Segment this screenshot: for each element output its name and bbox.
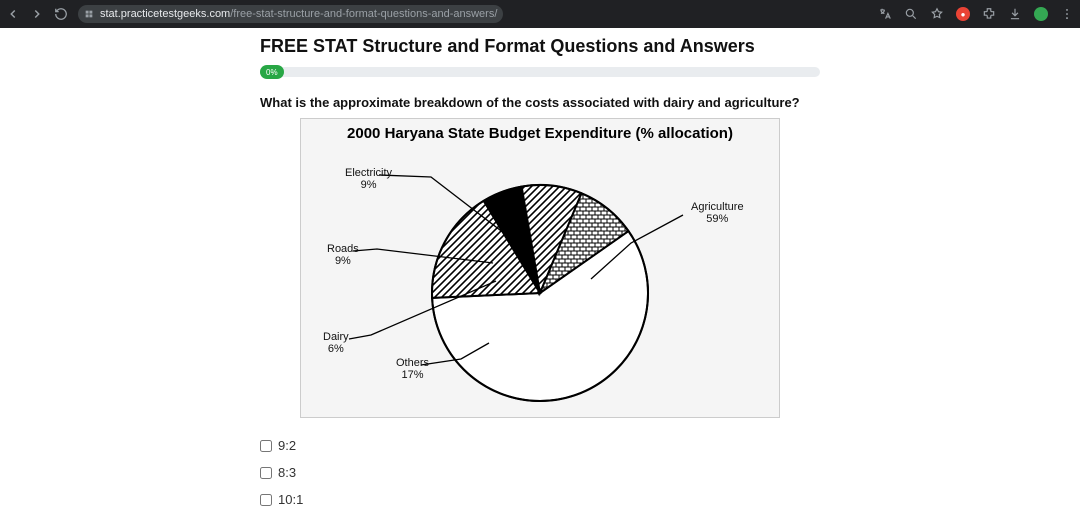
address-bar[interactable]: stat.practicetestgeeks.com/free-stat-str… — [78, 5, 503, 23]
site-info-icon — [84, 9, 94, 19]
translate-icon[interactable] — [878, 7, 892, 21]
url-host: stat.practicetestgeeks.com — [100, 8, 230, 20]
slice-label-agriculture: Agriculture59% — [691, 201, 744, 225]
content-column: FREE STAT Structure and Format Questions… — [260, 28, 820, 508]
extensions-icon[interactable] — [982, 7, 996, 21]
menu-dots-icon[interactable] — [1060, 7, 1074, 21]
answer-label: 8:3 — [278, 465, 296, 480]
answer-option[interactable]: 10:1 — [260, 486, 820, 508]
url-path: /free-stat-structure-and-format-question… — [230, 8, 497, 20]
browser-bar: stat.practicetestgeeks.com/free-stat-str… — [0, 0, 1080, 28]
zoom-icon[interactable] — [904, 7, 918, 21]
url-text: stat.practicetestgeeks.com/free-stat-str… — [100, 8, 497, 20]
answer-checkbox[interactable] — [260, 440, 272, 452]
answer-label: 10:1 — [278, 492, 303, 507]
slice-label-dairy: Dairy6% — [323, 331, 349, 355]
page-viewport[interactable]: FREE STAT Structure and Format Questions… — [0, 28, 1080, 508]
page-title: FREE STAT Structure and Format Questions… — [260, 36, 820, 57]
toolbar-right: ● — [878, 7, 1074, 21]
answer-checkbox[interactable] — [260, 494, 272, 506]
pie-chart — [430, 183, 650, 408]
answer-label: 9:2 — [278, 438, 296, 453]
chart-title: 2000 Haryana State Budget Expenditure (%… — [301, 119, 779, 145]
nav-cluster: stat.practicetestgeeks.com/free-stat-str… — [6, 5, 503, 23]
progress-pill: 0% — [260, 65, 284, 79]
back-button[interactable] — [6, 7, 20, 21]
progress-bar: 0% — [260, 67, 820, 77]
answer-list: 9:28:310:170:1 — [260, 432, 820, 508]
answer-option[interactable]: 9:2 — [260, 432, 820, 459]
slice-label-roads: Roads9% — [327, 243, 359, 267]
bookmark-star-icon[interactable] — [930, 7, 944, 21]
reload-button[interactable] — [54, 7, 68, 21]
slice-label-electricity: Electricity9% — [345, 167, 392, 191]
answer-checkbox[interactable] — [260, 467, 272, 479]
chart-container: 2000 Haryana State Budget Expenditure (%… — [300, 118, 780, 418]
download-icon[interactable] — [1008, 7, 1022, 21]
slice-label-others: Others17% — [396, 357, 429, 381]
question-text: What is the approximate breakdown of the… — [260, 95, 820, 110]
profile-avatar[interactable] — [1034, 7, 1048, 21]
extension-badge-1[interactable]: ● — [956, 7, 970, 21]
answer-option[interactable]: 8:3 — [260, 459, 820, 486]
forward-button[interactable] — [30, 7, 44, 21]
